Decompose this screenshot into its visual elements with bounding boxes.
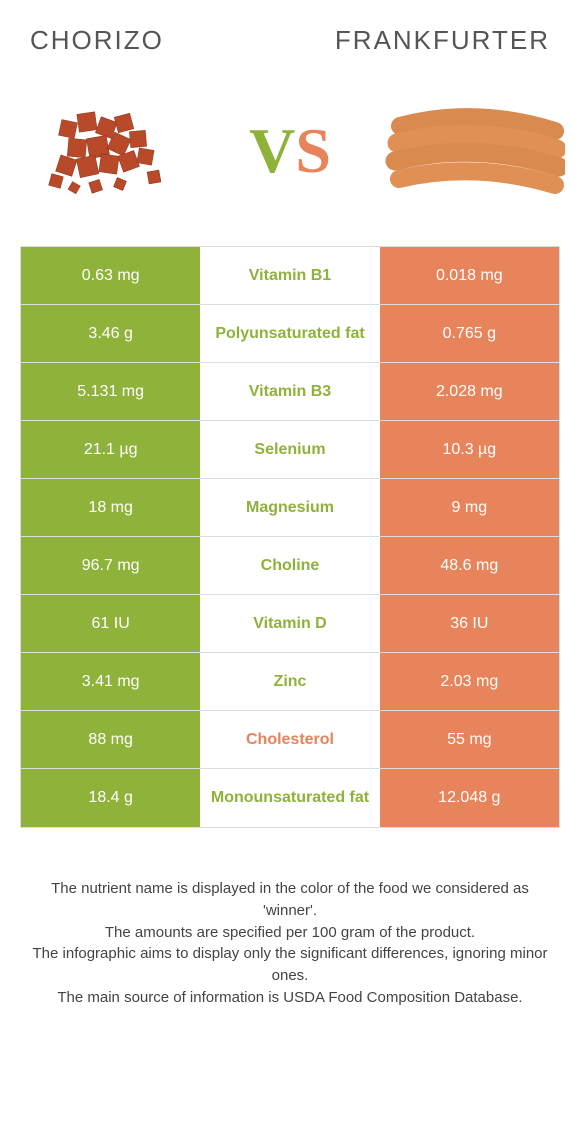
right-value-cell: 48.6 mg xyxy=(380,537,559,594)
left-value-cell: 61 IU xyxy=(21,595,200,652)
table-row: 3.41 mgZinc2.03 mg xyxy=(21,653,559,711)
nutrient-name-cell: Selenium xyxy=(200,421,379,478)
right-value-cell: 55 mg xyxy=(380,711,559,768)
footer-line: The main source of information is USDA F… xyxy=(30,987,550,1009)
footer-line: The infographic aims to display only the… xyxy=(30,943,550,987)
left-value-cell: 88 mg xyxy=(21,711,200,768)
right-value-cell: 2.03 mg xyxy=(380,653,559,710)
vs-s: S xyxy=(295,115,331,186)
table-row: 96.7 mgCholine48.6 mg xyxy=(21,537,559,595)
left-value-cell: 3.46 g xyxy=(21,305,200,362)
table-row: 61 IUVitamin D36 IU xyxy=(21,595,559,653)
right-value-cell: 10.3 µg xyxy=(380,421,559,478)
table-row: 3.46 gPolyunsaturated fat0.765 g xyxy=(21,305,559,363)
right-food-title: Frankfurter xyxy=(335,25,550,56)
footer-line: The amounts are specified per 100 gram o… xyxy=(30,922,550,944)
right-value-cell: 12.048 g xyxy=(380,769,559,827)
left-value-cell: 3.41 mg xyxy=(21,653,200,710)
chorizo-image xyxy=(15,86,195,216)
nutrient-name-cell: Vitamin D xyxy=(200,595,379,652)
right-value-cell: 2.028 mg xyxy=(380,363,559,420)
table-row: 21.1 µgSelenium10.3 µg xyxy=(21,421,559,479)
vs-label: VS xyxy=(249,114,331,188)
nutrient-name-cell: Cholesterol xyxy=(200,711,379,768)
nutrient-name-cell: Choline xyxy=(200,537,379,594)
nutrient-name-cell: Zinc xyxy=(200,653,379,710)
left-value-cell: 96.7 mg xyxy=(21,537,200,594)
left-value-cell: 21.1 µg xyxy=(21,421,200,478)
comparison-table: 0.63 mgVitamin B10.018 mg3.46 gPolyunsat… xyxy=(20,246,560,828)
footer-notes: The nutrient name is displayed in the co… xyxy=(0,828,580,1009)
table-row: 5.131 mgVitamin B32.028 mg xyxy=(21,363,559,421)
table-row: 88 mgCholesterol55 mg xyxy=(21,711,559,769)
nutrient-name-cell: Polyunsaturated fat xyxy=(200,305,379,362)
table-row: 0.63 mgVitamin B10.018 mg xyxy=(21,247,559,305)
table-row: 18 mgMagnesium9 mg xyxy=(21,479,559,537)
vs-row: VS xyxy=(0,66,580,246)
nutrient-name-cell: Magnesium xyxy=(200,479,379,536)
nutrient-name-cell: Monounsaturated fat xyxy=(200,769,379,827)
nutrient-name-cell: Vitamin B1 xyxy=(200,247,379,304)
right-value-cell: 0.018 mg xyxy=(380,247,559,304)
header: Chorizo Frankfurter xyxy=(0,0,580,66)
footer-line: The nutrient name is displayed in the co… xyxy=(30,878,550,922)
left-value-cell: 5.131 mg xyxy=(21,363,200,420)
left-food-title: Chorizo xyxy=(30,25,164,56)
frankfurter-image xyxy=(385,86,565,216)
nutrient-name-cell: Vitamin B3 xyxy=(200,363,379,420)
right-value-cell: 36 IU xyxy=(380,595,559,652)
right-value-cell: 9 mg xyxy=(380,479,559,536)
left-value-cell: 0.63 mg xyxy=(21,247,200,304)
vs-v: V xyxy=(249,115,295,186)
right-value-cell: 0.765 g xyxy=(380,305,559,362)
left-value-cell: 18 mg xyxy=(21,479,200,536)
table-row: 18.4 gMonounsaturated fat12.048 g xyxy=(21,769,559,827)
left-value-cell: 18.4 g xyxy=(21,769,200,827)
